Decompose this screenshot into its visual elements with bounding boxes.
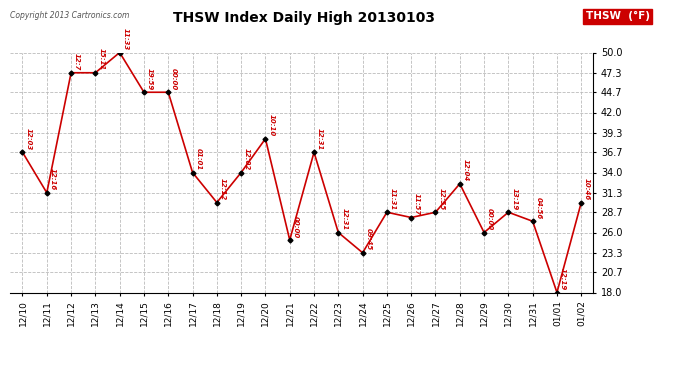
Text: 00:00: 00:00 — [293, 216, 299, 238]
Text: 12:7: 12:7 — [74, 53, 80, 70]
Text: 12:02: 12:02 — [244, 148, 250, 170]
Text: 12:55: 12:55 — [438, 188, 444, 210]
Text: 11:57: 11:57 — [414, 193, 420, 215]
Text: 12:31: 12:31 — [342, 208, 347, 230]
Text: 04:56: 04:56 — [535, 197, 542, 219]
Text: 12:03: 12:03 — [26, 128, 32, 150]
Text: 12:12: 12:12 — [219, 178, 226, 200]
Text: 11:33: 11:33 — [123, 28, 128, 50]
Text: 10:46: 10:46 — [584, 178, 590, 200]
Text: 00:00: 00:00 — [171, 68, 177, 90]
Text: 19:59: 19:59 — [147, 68, 153, 90]
Text: 10:10: 10:10 — [268, 114, 275, 136]
Text: 12:04: 12:04 — [463, 159, 469, 182]
Text: THSW Index Daily High 20130103: THSW Index Daily High 20130103 — [172, 11, 435, 25]
Text: 12:19: 12:19 — [560, 268, 566, 290]
Text: 15:11: 15:11 — [98, 48, 104, 70]
Text: 09:45: 09:45 — [366, 228, 371, 251]
Text: 12:31: 12:31 — [317, 128, 323, 150]
Text: 13:19: 13:19 — [511, 188, 518, 210]
Text: 00:00: 00:00 — [487, 208, 493, 230]
Text: 12:16: 12:16 — [50, 168, 56, 190]
Text: THSW  (°F): THSW (°F) — [586, 11, 649, 21]
Text: Copyright 2013 Cartronics.com: Copyright 2013 Cartronics.com — [10, 11, 130, 20]
Text: 11:31: 11:31 — [390, 188, 396, 210]
Text: 01:01: 01:01 — [195, 148, 201, 170]
